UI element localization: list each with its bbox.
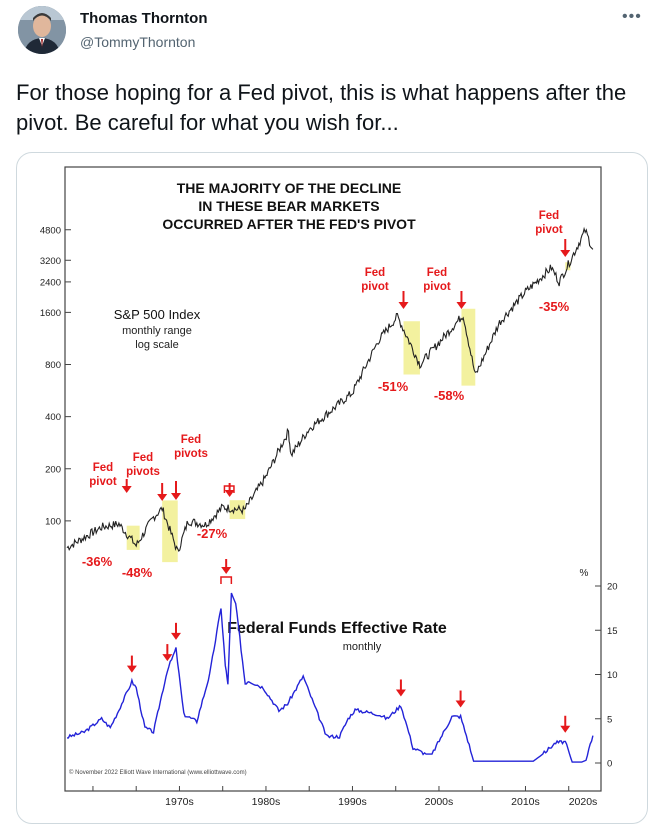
x-tick-label: 1970s [165, 796, 194, 808]
chart-frame [64, 166, 602, 792]
sp-y-tick-label: 2400 [40, 277, 61, 288]
pivot-bracket [223, 485, 235, 493]
ff-y-tick-label: 15 [607, 626, 618, 637]
decline-label: -35% [539, 299, 570, 314]
pivot-label: pivot [361, 281, 389, 293]
decline-label: -48% [122, 565, 153, 580]
ff-y-tick-label: 5 [607, 714, 612, 725]
pivot-label: Fed [365, 267, 385, 279]
pivot-annotations: Fed pivot -36% Fed pivots -48% Fed pivots -27% Fe… [82, 210, 571, 580]
x-tick-label: 2010s [511, 796, 540, 808]
pivot-arrowhead [157, 494, 168, 501]
pivot-arrowhead [170, 493, 181, 500]
decline-band [461, 308, 476, 386]
profile-photo [18, 6, 66, 54]
fed-rate-unit: % [580, 568, 589, 579]
ff-pivot-arrowhead [395, 689, 406, 697]
ff-y-tick-label: 0 [607, 759, 612, 770]
decline-band [162, 500, 178, 563]
author-name[interactable]: Thomas Thornton [80, 10, 208, 27]
sp500-series [66, 226, 594, 552]
pivot-label: pivot [89, 476, 117, 488]
decline-label: -58% [434, 388, 465, 403]
chart-title-line-1: IN THESE BEAR MARKETS [198, 198, 379, 214]
x-tick-label: 2020s [569, 796, 598, 808]
ff-y-tick-label: 20 [607, 582, 618, 593]
pivot-label: Fed [133, 452, 153, 464]
more-options-icon[interactable]: ••• [622, 8, 642, 25]
series-sub1: monthly range [122, 325, 192, 337]
x-tick-label: 1980s [252, 796, 281, 808]
sp-y-tick-label: 400 [45, 412, 61, 423]
fed-funds-series [67, 592, 594, 763]
pivot-label: Fed [539, 210, 559, 222]
ff-pivot-arrowhead [455, 700, 466, 708]
ff-pivot-arrowhead [126, 665, 137, 673]
pivot-label: pivot [423, 281, 451, 293]
chart-credit: © November 2022 Elliott Wave Internation… [69, 769, 247, 776]
fed-rate-axis: 0 5 10 15 20 [595, 582, 618, 770]
fed-funds-pivot-markers [126, 559, 571, 733]
decline-label: -36% [82, 554, 113, 569]
decline-label: -27% [197, 526, 228, 541]
pivot-arrowhead [224, 490, 235, 497]
tweet-media[interactable]: THE MAJORITY OF THE DECLINE IN THESE BEAR… [16, 152, 648, 824]
fed-funds-line [67, 592, 594, 763]
ff-pivot-arrowhead [221, 567, 232, 574]
pivot-arrowhead [121, 486, 132, 493]
pivot-label: pivots [126, 466, 160, 478]
avatar[interactable] [18, 6, 66, 54]
decade-axis: 1970s 1980s 1990s 2000s 2010s 2020s [92, 786, 598, 808]
pivot-label: pivot [535, 224, 563, 236]
ff-y-tick-label: 10 [607, 670, 618, 681]
ff-pivot-bracket [220, 576, 233, 584]
decline-bands [126, 262, 571, 563]
pivot-arrowhead [560, 250, 571, 257]
author-handle[interactable]: @TommyThornton [80, 34, 196, 50]
chart-title-line-2: OCCURRED AFTER THE FED'S PIVOT [162, 216, 416, 232]
ff-pivot-arrowhead [170, 632, 181, 640]
series-sub2: log scale [135, 339, 178, 351]
sp-y-tick-label: 100 [45, 516, 61, 527]
chart-image: THE MAJORITY OF THE DECLINE IN THESE BEAR… [40, 166, 618, 808]
pivot-arrowhead [456, 302, 467, 309]
series-label: S&P 500 Index [114, 307, 201, 322]
ff-pivot-arrowhead [162, 654, 173, 662]
chart-title: THE MAJORITY OF THE DECLINE IN THESE BEAR… [162, 180, 416, 232]
x-tick-label: 1990s [338, 796, 367, 808]
pivot-label: Fed [181, 434, 201, 446]
chart-title-line-0: THE MAJORITY OF THE DECLINE [177, 180, 402, 196]
fed-rate-title: Federal Funds Effective Rate [227, 620, 447, 637]
ff-pivot-arrowhead [560, 725, 571, 733]
decline-label: -51% [378, 379, 409, 394]
sp-y-tick-label: 1600 [40, 308, 61, 319]
sp-y-tick-label: 800 [45, 360, 61, 371]
fed-rate-subtitle: monthly [343, 641, 382, 653]
sp500-line [66, 226, 594, 552]
pivot-label: Fed [427, 267, 447, 279]
x-tick-label: 2000s [425, 796, 454, 808]
pivot-label: Fed [93, 462, 113, 474]
sp-y-tick-label: 200 [45, 464, 61, 475]
pivot-label: pivots [174, 448, 208, 460]
sp-y-tick-label: 4800 [40, 225, 61, 236]
sp-y-tick-label: 3200 [40, 256, 61, 267]
tweet-text: For those hoping for a Fed pivot, this i… [16, 80, 627, 135]
sp500-axis: 100 200 400 800 1600 2400 3200 4800 [40, 225, 71, 527]
pivot-arrowhead [398, 302, 409, 309]
